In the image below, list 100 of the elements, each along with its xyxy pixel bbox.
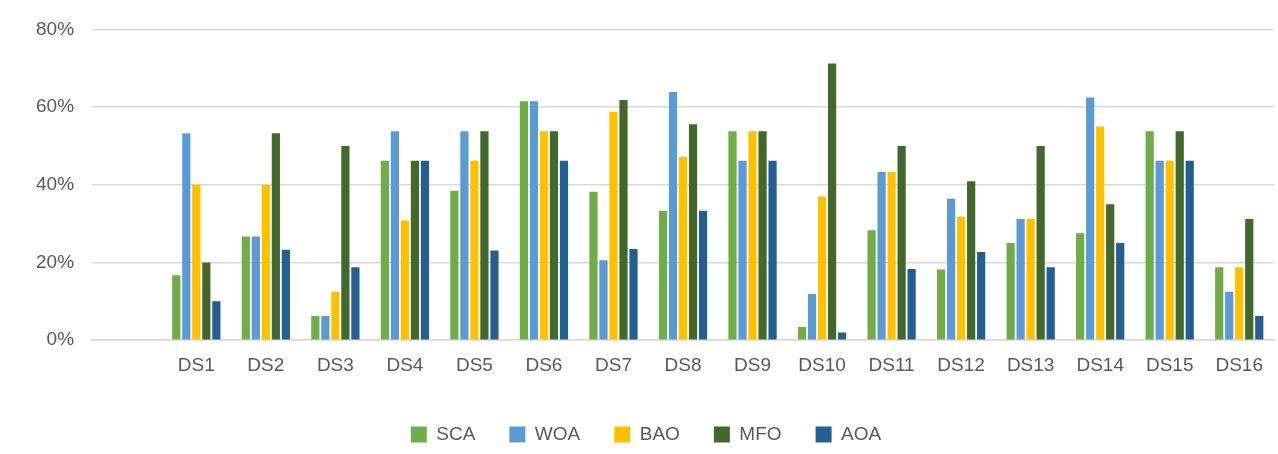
bar [1245, 218, 1254, 340]
x-tick-label: DS11 [868, 353, 915, 375]
y-tick-label: 20% [36, 250, 75, 272]
bar [1106, 204, 1115, 340]
x-tick-label: DS7 [595, 353, 632, 375]
bar [241, 236, 250, 340]
bar [559, 160, 569, 340]
bar [589, 191, 598, 340]
bar [1215, 267, 1224, 340]
bar [1165, 160, 1174, 340]
bar [390, 131, 399, 340]
bar [351, 267, 360, 340]
bar [609, 111, 618, 340]
bar [480, 131, 489, 340]
bar [172, 275, 181, 340]
x-tick-label: DS5 [455, 353, 493, 375]
x-tick-label: DS3 [316, 353, 354, 375]
x-tick-label: DS13 [1006, 353, 1055, 375]
bar [182, 133, 191, 340]
bar [1006, 243, 1015, 340]
bar [380, 160, 389, 340]
bar [470, 160, 479, 340]
bar [738, 160, 747, 340]
y-tick-label: 80% [36, 17, 75, 39]
bar [1175, 131, 1184, 340]
bar [519, 101, 529, 340]
bar [1026, 218, 1035, 340]
bar [658, 210, 668, 340]
x-tick-label: DS4 [386, 353, 424, 375]
x-tick-label: DS9 [734, 353, 772, 375]
x-tick-label: DS15 [1145, 353, 1194, 375]
bar [529, 101, 539, 340]
x-tick-label: DS14 [1076, 353, 1125, 375]
bar [271, 133, 280, 340]
x-tick-label: DS2 [247, 353, 285, 375]
y-tick-label: 60% [36, 95, 75, 117]
bar [1155, 160, 1164, 340]
bar [967, 181, 976, 340]
bar [410, 160, 420, 340]
legend-label: AOA [841, 422, 882, 444]
bar [947, 198, 956, 340]
bar [1235, 267, 1244, 340]
bar [212, 301, 221, 340]
bar [261, 184, 270, 340]
bar [1036, 145, 1045, 340]
bar [321, 316, 330, 340]
x-tick-label: DS10 [798, 353, 846, 375]
legend-label: MFO [739, 422, 782, 444]
bar [797, 326, 807, 340]
bar [668, 91, 678, 340]
bar [827, 63, 837, 340]
bar [331, 291, 340, 340]
bar [251, 236, 260, 340]
bar [1076, 233, 1085, 340]
bar [748, 131, 757, 340]
bar [907, 269, 916, 340]
bar [807, 293, 817, 340]
bar [599, 260, 608, 340]
bar [817, 196, 827, 340]
x-tick-label: DS12 [937, 353, 985, 375]
bar [490, 250, 499, 340]
bar [1016, 218, 1025, 340]
bar [1255, 316, 1264, 340]
bar [887, 171, 896, 340]
bar [400, 220, 410, 340]
y-tick-label: 40% [36, 173, 75, 195]
bar [539, 131, 549, 340]
bar [1225, 291, 1234, 340]
bar [937, 269, 946, 340]
bar [758, 131, 767, 340]
bar [768, 160, 777, 340]
x-tick-label: DS1 [177, 353, 215, 375]
bar [678, 156, 688, 340]
bar [281, 249, 290, 340]
bar [1116, 243, 1125, 340]
legend-label: SCA [436, 422, 476, 444]
bar [341, 145, 350, 340]
bar [202, 262, 211, 340]
x-tick-label: DS6 [525, 353, 563, 375]
bar [977, 252, 986, 340]
y-tick-label: 0% [46, 328, 75, 350]
bar [1096, 126, 1105, 340]
bar [460, 131, 469, 340]
bar [957, 216, 966, 340]
legend-label: BAO [639, 422, 680, 444]
bar [688, 124, 698, 340]
x-tick-label: DS16 [1215, 353, 1263, 375]
bar [629, 248, 638, 340]
legend-label: WOA [534, 422, 581, 444]
bar [311, 316, 320, 340]
bar [877, 171, 886, 340]
x-tick-label: DS8 [664, 353, 702, 375]
bar [1086, 97, 1095, 340]
bar [698, 210, 708, 340]
bar [192, 184, 201, 340]
bar [450, 190, 459, 340]
bar [1145, 131, 1154, 340]
bar [549, 131, 559, 340]
bar [619, 100, 628, 340]
bar [1185, 160, 1194, 340]
